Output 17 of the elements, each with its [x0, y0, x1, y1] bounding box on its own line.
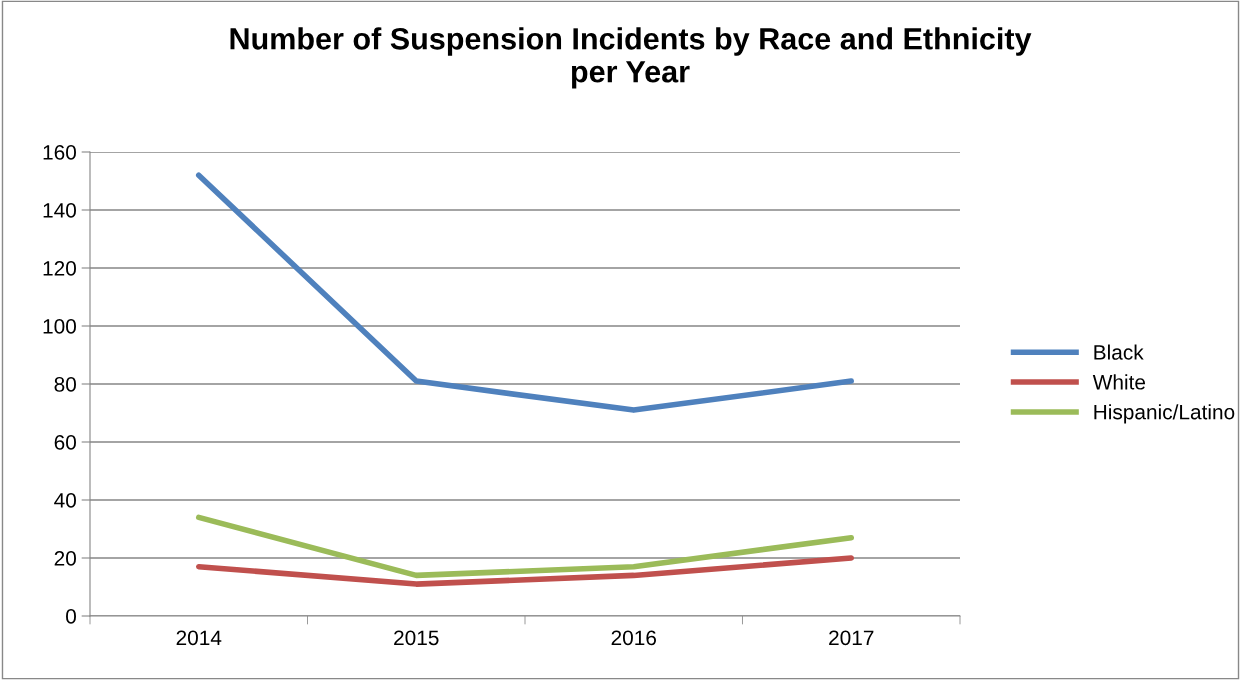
- y-tick-label: 60: [54, 435, 76, 450]
- y-tick-label: 80: [54, 377, 76, 392]
- legend-label: White: [1092, 374, 1146, 390]
- y-tick-label: 100: [43, 319, 76, 334]
- legend-label: Hispanic/Latino: [1094, 404, 1235, 424]
- y-tick-label: 20: [54, 551, 76, 566]
- legend-label: Black: [1094, 344, 1144, 360]
- x-tick-label: 2017: [829, 630, 874, 646]
- y-tick-label: 160: [43, 145, 76, 160]
- x-tick-label: 2016: [611, 630, 657, 646]
- chart-title: Number of Suspension Incidents by Race and Ethnicity per Year: [230, 27, 1032, 89]
- x-tick-label: 2015: [394, 630, 439, 646]
- y-tick-label: 140: [43, 203, 76, 218]
- x-tick-label: 2014: [176, 630, 222, 646]
- y-tick-label: 120: [43, 261, 76, 276]
- y-tick-label: 40: [54, 493, 76, 508]
- y-tick-label: 0: [66, 609, 76, 624]
